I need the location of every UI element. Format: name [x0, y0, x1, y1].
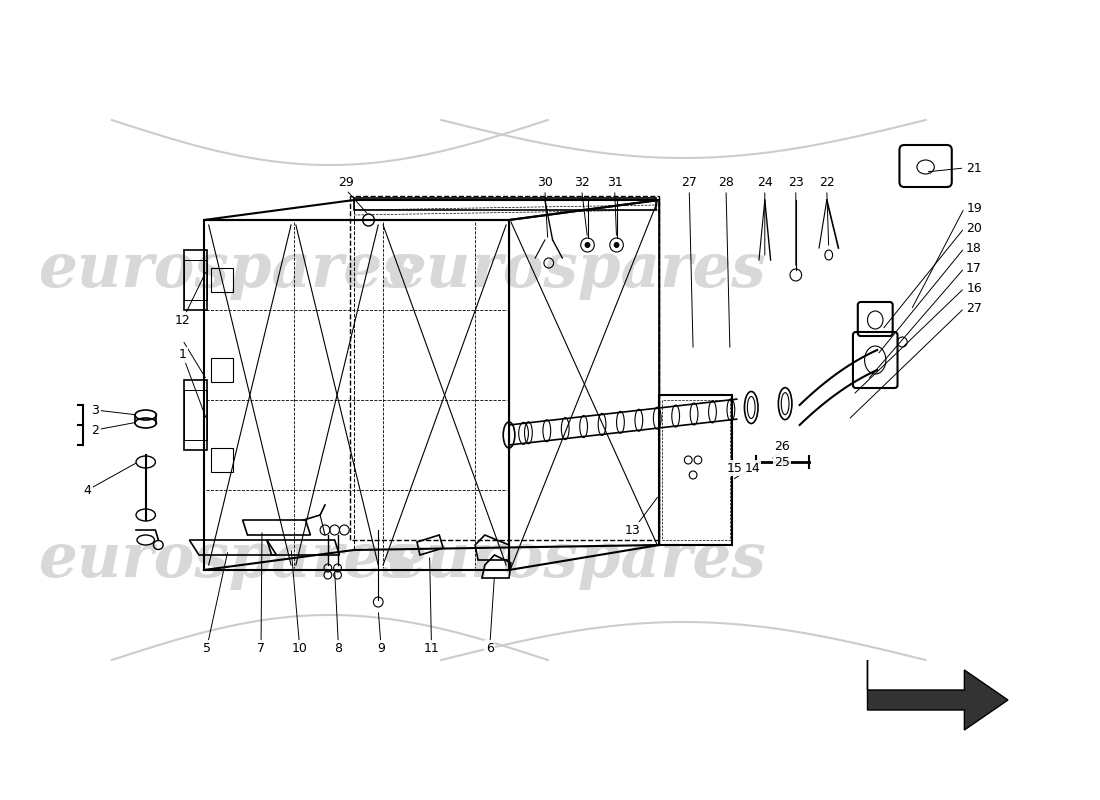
Text: 17: 17: [966, 262, 982, 274]
Circle shape: [584, 242, 591, 248]
Text: 25: 25: [774, 455, 790, 469]
Text: 9: 9: [377, 642, 385, 654]
Text: eurospares: eurospares: [39, 530, 417, 590]
Text: 32: 32: [574, 177, 590, 190]
Text: 30: 30: [537, 177, 553, 190]
Text: 26: 26: [774, 439, 790, 453]
Text: 22: 22: [818, 177, 835, 190]
Text: eurospares: eurospares: [39, 240, 417, 300]
Text: 11: 11: [424, 642, 439, 654]
Text: 4: 4: [84, 483, 91, 497]
Text: 24: 24: [757, 177, 772, 190]
Text: 8: 8: [334, 642, 342, 654]
Text: 14: 14: [745, 462, 760, 474]
Text: 1: 1: [178, 349, 187, 362]
Text: 31: 31: [607, 177, 623, 190]
Text: 23: 23: [788, 177, 804, 190]
Text: 5: 5: [202, 642, 211, 654]
Text: 13: 13: [625, 523, 641, 537]
Text: 27: 27: [681, 177, 697, 190]
Text: 7: 7: [257, 642, 265, 654]
Polygon shape: [868, 660, 1008, 730]
Text: 20: 20: [966, 222, 982, 234]
Text: 28: 28: [718, 177, 734, 190]
Text: 19: 19: [966, 202, 982, 214]
Text: 10: 10: [292, 642, 308, 654]
Text: eurospares: eurospares: [387, 240, 767, 300]
Text: 3: 3: [91, 403, 99, 417]
Text: 21: 21: [966, 162, 982, 174]
Text: 29: 29: [339, 177, 354, 190]
Text: 16: 16: [966, 282, 982, 294]
Text: 18: 18: [966, 242, 982, 254]
Text: eurospares: eurospares: [387, 530, 767, 590]
Text: 2: 2: [91, 423, 99, 437]
Text: 6: 6: [486, 642, 494, 654]
Circle shape: [614, 242, 619, 248]
Text: 27: 27: [966, 302, 982, 314]
Text: 12: 12: [175, 314, 190, 326]
Text: 15: 15: [727, 462, 742, 474]
